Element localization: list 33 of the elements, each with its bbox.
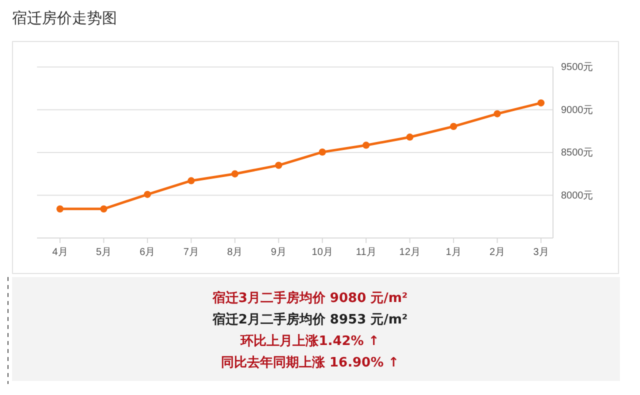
x-tick-label: 10月 xyxy=(312,247,333,258)
x-tick-label: 2月 xyxy=(489,247,506,258)
point xyxy=(188,177,195,184)
x-tick-label: 4月 xyxy=(52,247,68,258)
y-tick-label: 9500元 xyxy=(561,62,594,74)
point xyxy=(100,205,108,212)
text: 环比上月上涨1.42% ↑ xyxy=(240,334,380,349)
point xyxy=(56,205,64,212)
point xyxy=(406,134,414,141)
x-tick-label: 8月 xyxy=(227,247,243,258)
x-tick-label: 7月 xyxy=(183,247,199,258)
text: 宿迁3月二手房均价 9080 元/m² xyxy=(211,290,408,306)
point xyxy=(144,190,152,198)
x-tick-label: 12月 xyxy=(399,247,420,258)
chart-title: 宿迁房价走势图 xyxy=(12,9,117,27)
point xyxy=(318,148,326,156)
x-tick-label: 6月 xyxy=(140,247,156,258)
point xyxy=(275,162,282,169)
point xyxy=(450,122,458,130)
y-tick-label: 8500元 xyxy=(561,148,594,159)
x-tick-label: 9月 xyxy=(270,247,286,258)
point xyxy=(537,99,545,106)
point xyxy=(494,110,501,118)
point xyxy=(362,142,370,149)
text: 宿迁2月二手房均价 8953 元/m² xyxy=(211,312,408,328)
y-tick-label: 8000元 xyxy=(561,190,594,202)
x-tick-label: 5月 xyxy=(96,247,112,258)
y-tick-label: 9000元 xyxy=(561,104,594,116)
x-tick-label: 3月 xyxy=(533,247,549,258)
text: 同比去年同期上涨 16.90% ↑ xyxy=(220,356,400,370)
x-tick-label: 1月 xyxy=(446,247,462,258)
x-tick-label: 11月 xyxy=(356,247,376,258)
point xyxy=(231,170,238,178)
